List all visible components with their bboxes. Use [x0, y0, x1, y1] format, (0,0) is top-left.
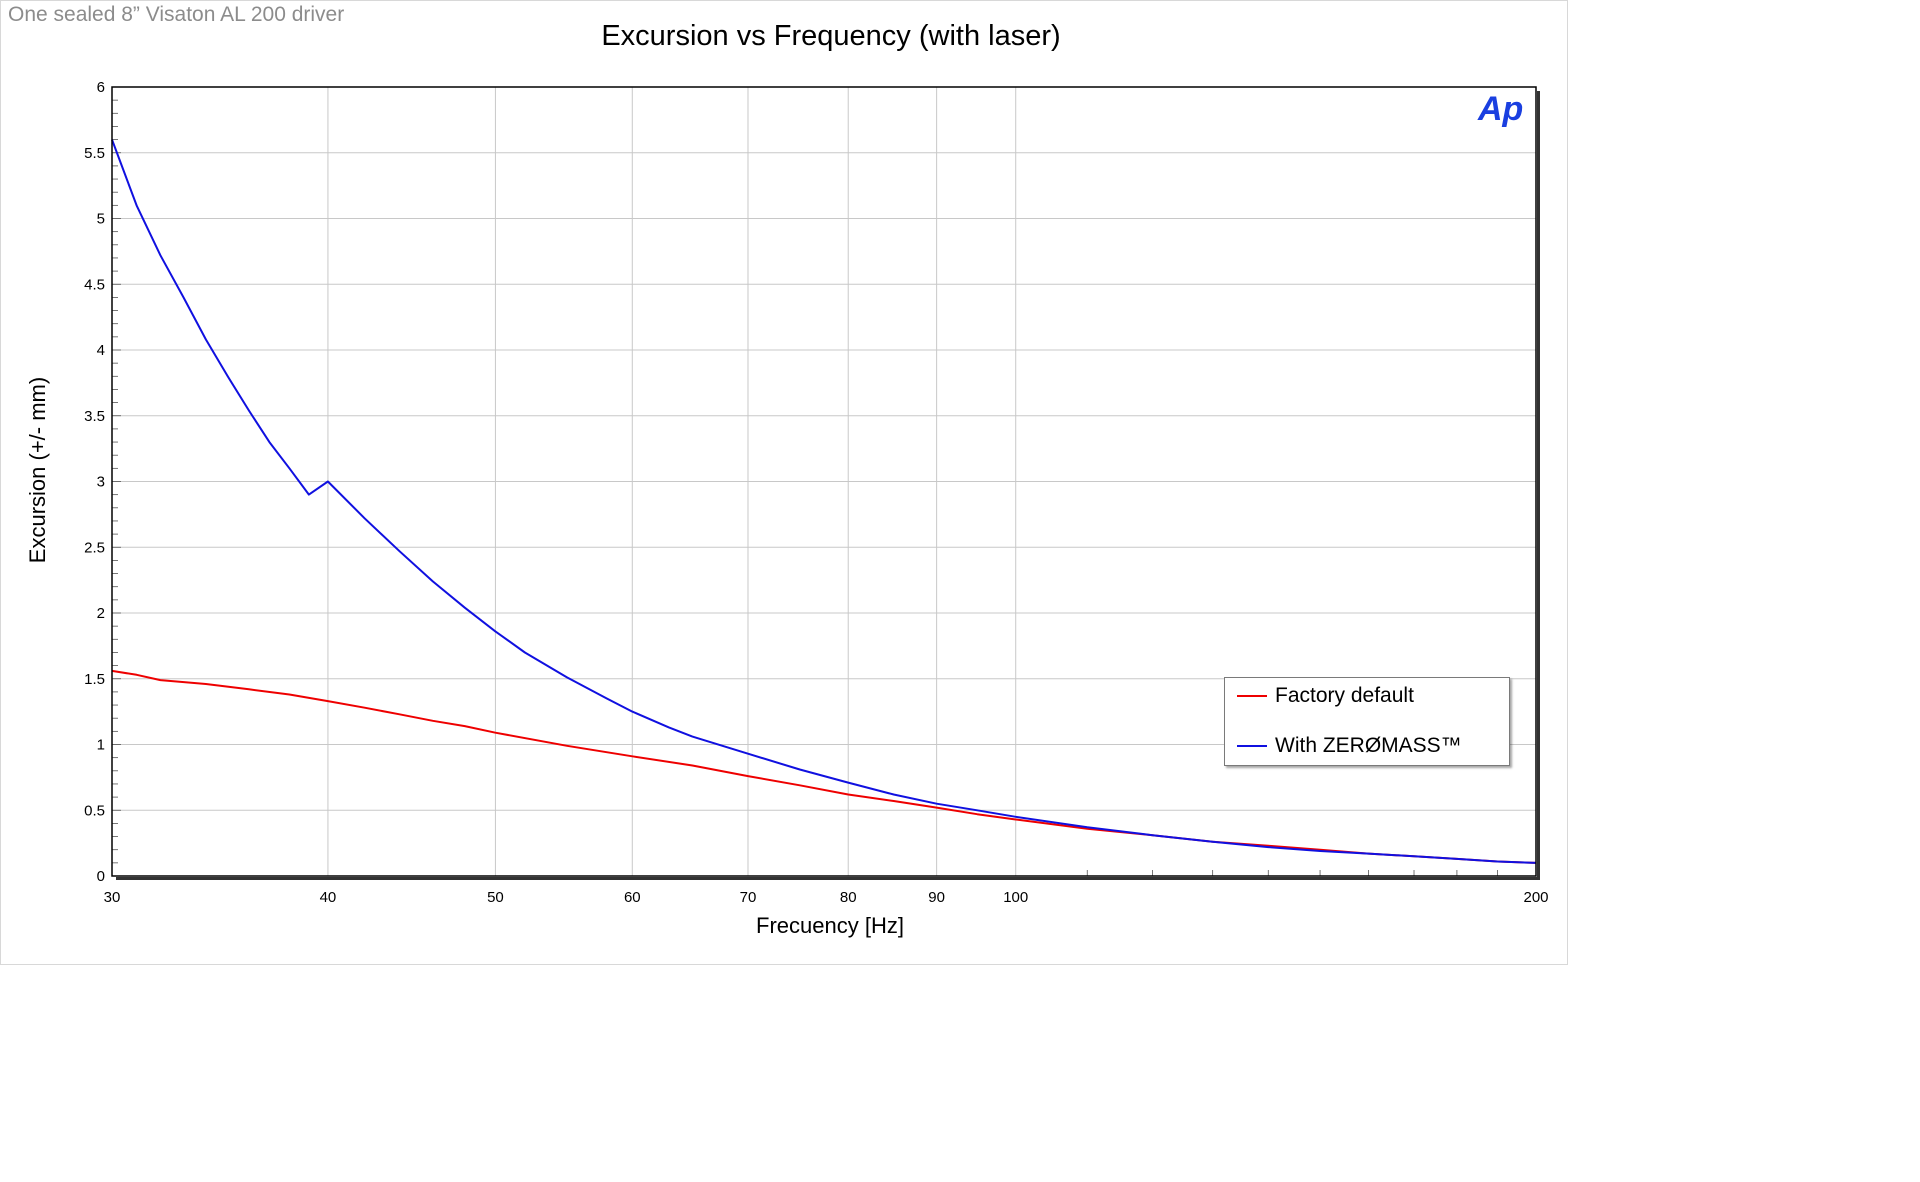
y-tick-label: 1 [97, 737, 105, 754]
y-tick-label: 2 [97, 605, 105, 622]
series-lines [111, 139, 1537, 864]
x-tick-label: 70 [740, 889, 757, 906]
minor-tick-marks [112, 86, 1498, 877]
y-tick-label: 4 [97, 342, 105, 359]
y-tick-label: 0 [97, 868, 105, 885]
y-tick-label: 3 [97, 474, 105, 491]
legend-item-zeromass: With ZERØMASS™ [1237, 734, 1462, 758]
x-tick-label: 60 [624, 889, 641, 906]
x-tick-label: 40 [320, 889, 337, 906]
tick-labels: 0 0.5 1 1.5 2 2.5 3 3.5 4 4.5 5 5.5 6 30 40 50 60 70 80 90 1… [84, 79, 1548, 906]
x-tick-label: 90 [928, 889, 945, 906]
x-tick-label: 200 [1523, 889, 1548, 906]
plot-area: 0 0.5 1 1.5 2 2.5 3 3.5 4 4.5 5 5.5 6 30 40 50 60 70 80 90 1… [84, 79, 1548, 906]
shadow-right [1537, 91, 1540, 880]
y-tick-label: 1.5 [84, 671, 105, 688]
chart-subtitle: One sealed 8” Visaton AL 200 driver [8, 3, 345, 26]
y-tick-label: 6 [97, 79, 105, 96]
y-tick-label: 5 [97, 211, 105, 228]
chart-frame [0, 0, 1568, 965]
plot-border [111, 86, 1537, 877]
y-tick-label: 3.5 [84, 408, 105, 425]
y-tick-label: 5.5 [84, 145, 105, 162]
y-tick-label: 0.5 [84, 802, 105, 819]
legend-swatch-blue [1237, 745, 1267, 747]
shadow-bottom [116, 877, 1540, 880]
x-tick-label: 100 [1003, 889, 1028, 906]
x-tick-label: 80 [840, 889, 857, 906]
x-tick-label: 30 [104, 889, 121, 906]
x-tick-label: 50 [487, 889, 504, 906]
y-tick-label: 2.5 [84, 539, 105, 556]
chart-title: Excursion vs Frequency (with laser) [601, 20, 1061, 52]
ap-logo: Ap [1477, 90, 1523, 128]
y-tick-label: 4.5 [84, 276, 105, 293]
legend: Factory default With ZERØMASS™ [1224, 677, 1510, 766]
legend-label-zeromass: With ZERØMASS™ [1275, 734, 1462, 757]
plot-shadow [116, 91, 1540, 880]
x-axis-label: Frecuency [Hz] [756, 913, 904, 938]
legend-label-factory-default: Factory default [1275, 684, 1414, 707]
series-line-zeromass [111, 139, 1537, 864]
legend-swatch-red [1237, 695, 1267, 697]
series-line-factory-default [111, 669, 1537, 864]
legend-item-factory-default: Factory default [1237, 684, 1414, 708]
